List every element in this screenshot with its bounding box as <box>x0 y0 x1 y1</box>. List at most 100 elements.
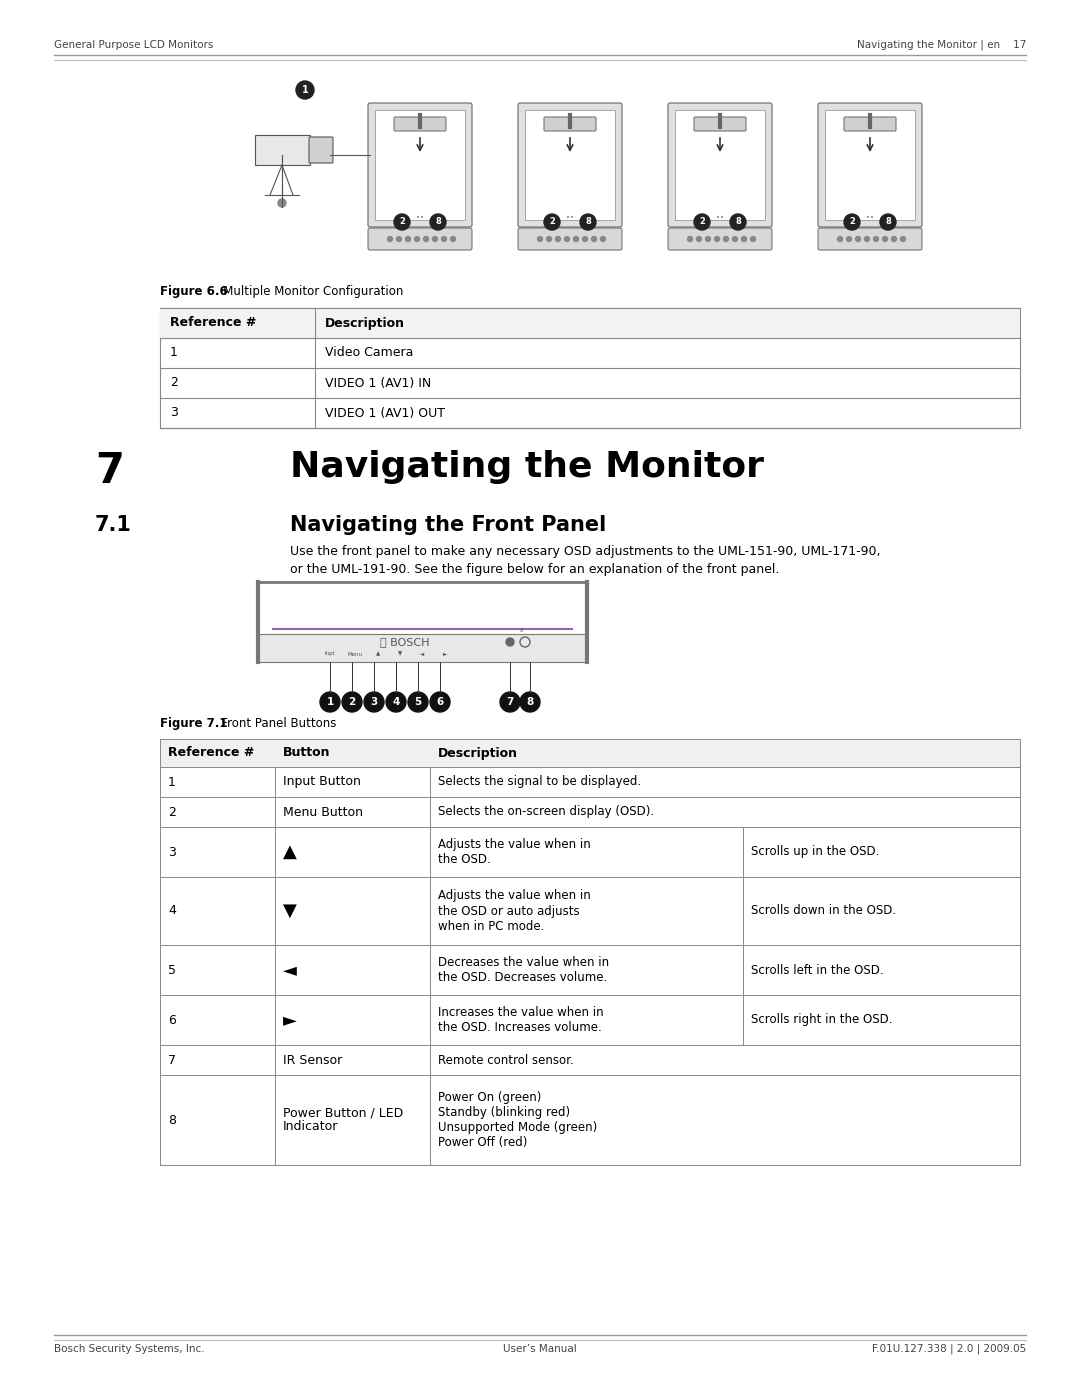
Text: Standby (blinking red): Standby (blinking red) <box>438 1106 570 1119</box>
Text: 2: 2 <box>400 218 405 226</box>
Bar <box>160 739 1020 767</box>
Circle shape <box>843 214 860 231</box>
Text: Figure 6.6: Figure 6.6 <box>160 285 228 298</box>
Text: 6: 6 <box>168 1013 176 1027</box>
Text: Scrolls right in the OSD.: Scrolls right in the OSD. <box>751 1013 892 1027</box>
Circle shape <box>751 236 756 242</box>
Text: ▲: ▲ <box>376 651 380 657</box>
Bar <box>160 1045 1020 1076</box>
Text: ••: •• <box>716 215 724 221</box>
Circle shape <box>573 236 579 242</box>
Text: Scrolls down in the OSD.: Scrolls down in the OSD. <box>751 904 895 918</box>
FancyBboxPatch shape <box>394 117 446 131</box>
Text: 8: 8 <box>526 697 534 707</box>
Circle shape <box>555 236 561 242</box>
Bar <box>160 1076 1020 1165</box>
Text: 8: 8 <box>519 627 523 633</box>
Circle shape <box>342 692 362 712</box>
Bar <box>255 136 310 165</box>
Circle shape <box>442 236 446 242</box>
Circle shape <box>891 236 896 242</box>
Text: Reference #: Reference # <box>170 317 256 330</box>
Text: 8: 8 <box>886 218 891 226</box>
Circle shape <box>408 692 428 712</box>
Bar <box>375 110 465 219</box>
Text: VIDEO 1 (AV1) IN: VIDEO 1 (AV1) IN <box>325 377 431 390</box>
Circle shape <box>864 236 869 242</box>
Text: Scrolls up in the OSD.: Scrolls up in the OSD. <box>751 845 879 859</box>
Text: Power On (green): Power On (green) <box>438 1091 541 1104</box>
Circle shape <box>901 236 905 242</box>
Circle shape <box>880 214 896 231</box>
Circle shape <box>600 236 606 242</box>
Circle shape <box>430 214 446 231</box>
Text: Indicator: Indicator <box>283 1120 338 1133</box>
Text: ►: ► <box>283 1011 297 1030</box>
Text: 1: 1 <box>326 697 334 707</box>
Text: Multiple Monitor Configuration: Multiple Monitor Configuration <box>212 285 403 298</box>
FancyBboxPatch shape <box>669 228 772 250</box>
Bar <box>825 110 915 219</box>
Text: 1: 1 <box>168 775 176 788</box>
Text: 4: 4 <box>168 904 176 918</box>
Circle shape <box>694 214 710 231</box>
Circle shape <box>580 214 596 231</box>
Circle shape <box>396 236 402 242</box>
Text: the OSD. Increases volume.: the OSD. Increases volume. <box>438 1021 602 1034</box>
Circle shape <box>847 236 851 242</box>
Text: Increases the value when in: Increases the value when in <box>438 1006 604 1018</box>
Text: Remote control sensor.: Remote control sensor. <box>438 1053 573 1066</box>
Text: 8: 8 <box>585 218 591 226</box>
Text: 5: 5 <box>415 697 421 707</box>
Text: 8: 8 <box>435 218 441 226</box>
Circle shape <box>296 81 314 99</box>
FancyBboxPatch shape <box>818 103 922 226</box>
Text: Figure 7.1: Figure 7.1 <box>160 717 228 731</box>
Text: Scrolls left in the OSD.: Scrolls left in the OSD. <box>751 964 883 977</box>
Text: 4: 4 <box>392 697 400 707</box>
Circle shape <box>688 236 692 242</box>
Text: Adjusts the value when in: Adjusts the value when in <box>438 838 591 851</box>
FancyBboxPatch shape <box>368 228 472 250</box>
Text: Ⓑ BOSCH: Ⓑ BOSCH <box>380 637 430 647</box>
Circle shape <box>546 236 552 242</box>
Circle shape <box>874 236 878 242</box>
Text: 7: 7 <box>168 1053 176 1066</box>
Text: Menu: Menu <box>348 651 363 657</box>
Text: VIDEO 1 (AV1) OUT: VIDEO 1 (AV1) OUT <box>325 407 445 419</box>
Text: 7: 7 <box>507 697 514 707</box>
Text: 6: 6 <box>436 697 444 707</box>
FancyBboxPatch shape <box>518 103 622 226</box>
Circle shape <box>538 236 542 242</box>
Text: Input Button: Input Button <box>283 775 361 788</box>
Circle shape <box>278 198 286 207</box>
Text: 3: 3 <box>370 697 378 707</box>
Text: Bosch Security Systems, Inc.: Bosch Security Systems, Inc. <box>54 1344 204 1354</box>
Text: 2: 2 <box>849 218 855 226</box>
Text: 2: 2 <box>170 377 178 390</box>
FancyBboxPatch shape <box>818 228 922 250</box>
Text: 3: 3 <box>170 407 178 419</box>
Circle shape <box>855 236 861 242</box>
Circle shape <box>697 236 702 242</box>
Circle shape <box>320 692 340 712</box>
Text: ••: •• <box>416 215 424 221</box>
Text: ►: ► <box>443 651 447 657</box>
Circle shape <box>423 236 429 242</box>
Text: 2: 2 <box>699 218 705 226</box>
Text: or the UML-191-90. See the figure below for an explanation of the front panel.: or the UML-191-90. See the figure below … <box>291 563 780 576</box>
Bar <box>160 767 1020 798</box>
Text: Front Panel Buttons: Front Panel Buttons <box>210 717 336 731</box>
Circle shape <box>519 692 540 712</box>
Text: ▼: ▼ <box>397 651 402 657</box>
Text: Inpt: Inpt <box>325 651 336 657</box>
Text: Adjusts the value when in: Adjusts the value when in <box>438 890 591 902</box>
Text: the OSD. Decreases volume.: the OSD. Decreases volume. <box>438 971 607 983</box>
Circle shape <box>415 236 419 242</box>
Text: 8: 8 <box>168 1113 176 1126</box>
Bar <box>160 995 1020 1045</box>
Circle shape <box>507 638 514 645</box>
Text: 7.1: 7.1 <box>95 515 132 535</box>
Circle shape <box>450 236 456 242</box>
Text: ▼: ▼ <box>283 902 297 921</box>
